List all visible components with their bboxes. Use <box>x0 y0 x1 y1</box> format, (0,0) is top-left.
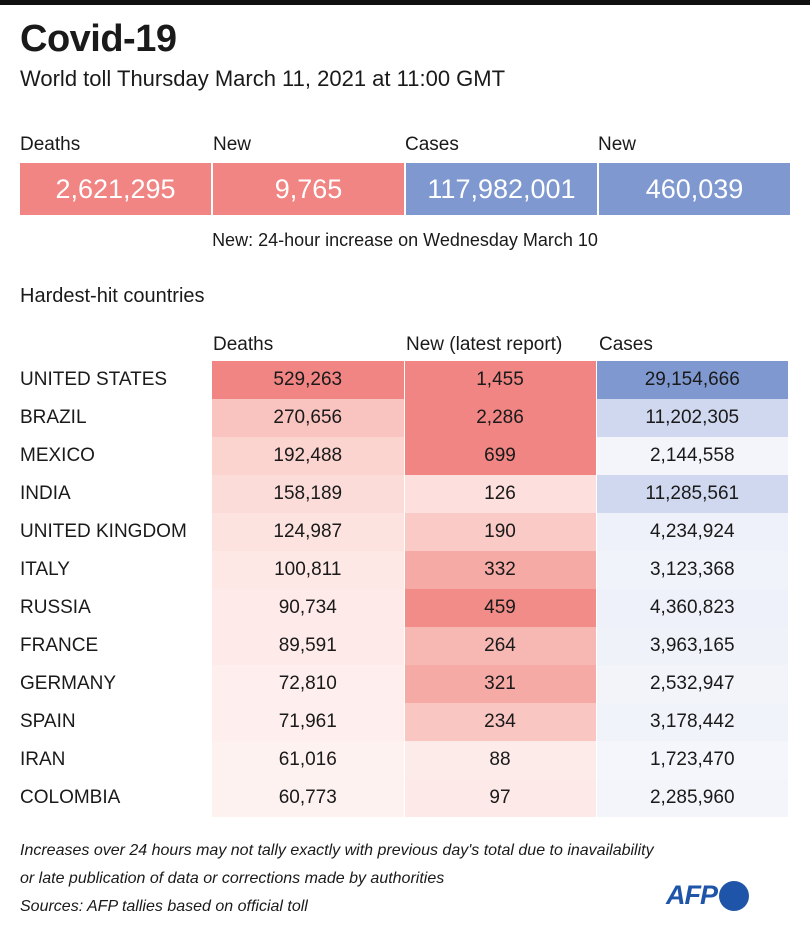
table-row: UNITED STATES 529,263 1,455 29,154,666 <box>20 361 788 399</box>
cases-cell: 11,202,305 <box>595 399 788 437</box>
page-title: Covid-19 <box>20 18 177 60</box>
new-deaths-cell: 88 <box>403 741 596 779</box>
deaths-cell: 270,656 <box>212 399 404 437</box>
footnote-2: or late publication of data or correctio… <box>20 870 445 887</box>
cases-cell: 4,360,823 <box>595 589 788 627</box>
new-deaths-cell: 97 <box>403 779 596 817</box>
afp-logo-circle <box>719 880 749 911</box>
cases-cell: 3,123,368 <box>595 551 788 589</box>
table-row: ITALY 100,811 332 3,123,368 <box>20 551 788 589</box>
section-title: Hardest-hit countries <box>20 285 205 307</box>
country-name: ITALY <box>20 559 70 580</box>
table-row: INDIA 158,189 126 11,285,561 <box>20 475 788 513</box>
kpi-label-cases: Cases <box>405 134 459 155</box>
table-row: BRAZIL 270,656 2,286 11,202,305 <box>20 399 788 437</box>
top-bar <box>0 0 810 5</box>
kpi-deaths: 2,621,295 <box>20 163 211 215</box>
kpi-new-deaths: 9,765 <box>213 163 404 215</box>
table-row: COLOMBIA 60,773 97 2,285,960 <box>20 779 788 817</box>
country-name: RUSSIA <box>20 597 91 618</box>
new-deaths-cell: 332 <box>403 551 596 589</box>
cases-cell: 11,285,561 <box>595 475 788 513</box>
new-deaths-cell: 459 <box>403 589 596 627</box>
deaths-cell: 124,987 <box>212 513 404 551</box>
country-name: COLOMBIA <box>20 787 121 808</box>
table-row: IRAN 61,016 88 1,723,470 <box>20 741 788 779</box>
new-deaths-cell: 190 <box>403 513 596 551</box>
table-row: SPAIN 71,961 234 3,178,442 <box>20 703 788 741</box>
cases-cell: 2,532,947 <box>595 665 788 703</box>
cases-cell: 3,963,165 <box>595 627 788 665</box>
country-name: MEXICO <box>20 445 95 466</box>
kpi-label-new-deaths: New <box>213 134 252 155</box>
country-name: UNITED KINGDOM <box>20 521 187 542</box>
cases-cell: 1,723,470 <box>595 741 788 779</box>
new-deaths-cell: 264 <box>403 627 596 665</box>
country-name: IRAN <box>20 749 66 770</box>
cases-cell: 3,178,442 <box>595 703 788 741</box>
kpi-label-new-cases: New <box>598 134 637 155</box>
table-row: MEXICO 192,488 699 2,144,558 <box>20 437 788 475</box>
column-header-new: New (latest report) <box>406 334 563 355</box>
subtitle: World toll Thursday March 11, 2021 at 11… <box>20 66 506 91</box>
deaths-cell: 192,488 <box>212 437 404 475</box>
new-deaths-cell: 234 <box>403 703 596 741</box>
table-row: FRANCE 89,591 264 3,963,165 <box>20 627 788 665</box>
new-note: New: 24-hour increase on Wednesday March… <box>212 230 598 250</box>
table-row: RUSSIA 90,734 459 4,360,823 <box>20 589 788 627</box>
deaths-cell: 100,811 <box>212 551 404 589</box>
deaths-cell: 90,734 <box>212 589 404 627</box>
deaths-cell: 72,810 <box>212 665 404 703</box>
afp-logo: AFP <box>666 880 749 911</box>
country-name: INDIA <box>20 483 71 504</box>
deaths-cell: 71,961 <box>212 703 404 741</box>
deaths-cell: 158,189 <box>212 475 404 513</box>
deaths-cell: 89,591 <box>212 627 404 665</box>
new-deaths-cell: 699 <box>403 437 596 475</box>
column-header-deaths: Deaths <box>213 334 274 355</box>
sources-note: Sources: AFP tallies based on official t… <box>20 898 308 915</box>
kpi-cases: 117,982,001 <box>406 163 597 215</box>
country-name: GERMANY <box>20 673 117 694</box>
cases-cell: 2,144,558 <box>595 437 788 475</box>
cases-cell: 29,154,666 <box>595 361 788 399</box>
new-deaths-cell: 321 <box>403 665 596 703</box>
table-row: UNITED KINGDOM 124,987 190 4,234,924 <box>20 513 788 551</box>
cases-cell: 2,285,960 <box>595 779 788 817</box>
new-deaths-cell: 126 <box>403 475 596 513</box>
countries-table: UNITED STATES 529,263 1,455 29,154,666 BRAZI… <box>20 361 788 817</box>
deaths-cell: 61,016 <box>212 741 404 779</box>
new-deaths-cell: 1,455 <box>403 361 596 399</box>
kpi-new-cases: 460,039 <box>599 163 790 215</box>
column-header-cases: Cases <box>599 334 653 355</box>
country-name: UNITED STATES <box>20 369 168 390</box>
cases-cell: 4,234,924 <box>595 513 788 551</box>
deaths-cell: 60,773 <box>212 779 404 817</box>
country-name: BRAZIL <box>20 407 87 428</box>
new-deaths-cell: 2,286 <box>403 399 596 437</box>
afp-logo-text: AFP <box>666 880 718 910</box>
table-row: GERMANY 72,810 321 2,532,947 <box>20 665 788 703</box>
kpi-label-deaths: Deaths <box>20 134 81 155</box>
country-name: FRANCE <box>20 635 99 656</box>
country-name: SPAIN <box>20 711 76 732</box>
footnote-1: Increases over 24 hours may not tally ex… <box>20 842 654 859</box>
deaths-cell: 529,263 <box>212 361 404 399</box>
